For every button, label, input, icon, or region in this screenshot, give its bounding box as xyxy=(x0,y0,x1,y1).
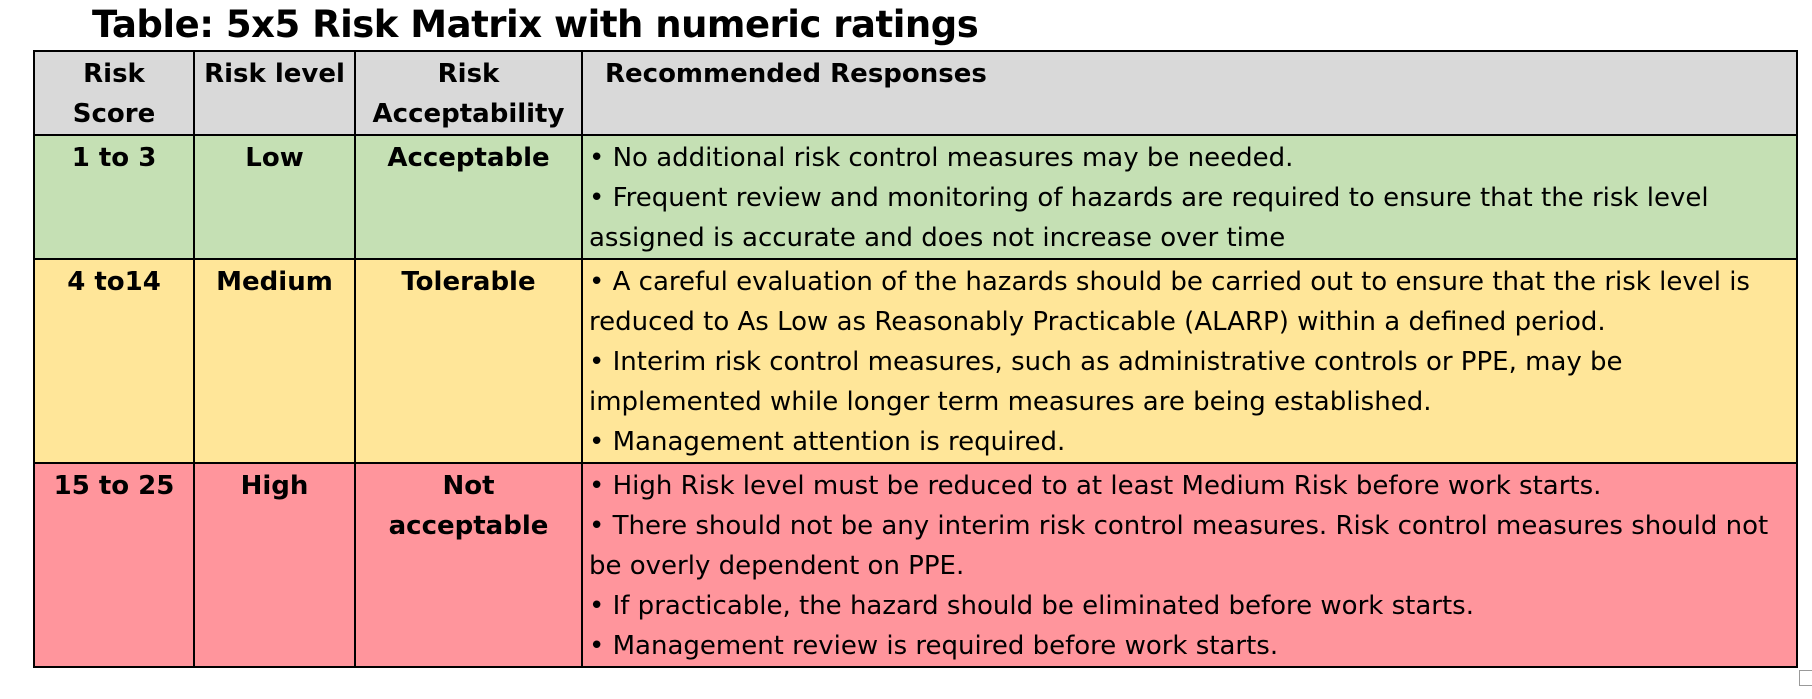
table-header-row: Risk Score Risk level Risk Acceptability… xyxy=(33,50,1798,136)
cell-level: High xyxy=(193,462,356,668)
table-row-low: 1 to 3 Low Acceptable • No additional ri… xyxy=(33,134,1798,260)
response-item: • Management review is required before w… xyxy=(589,631,1279,661)
header-risk-acceptability: Risk Acceptability xyxy=(354,50,583,136)
cell-score: 4 to14 xyxy=(33,258,195,464)
cell-acceptability: Tolerable xyxy=(354,258,583,464)
header-risk-level: Risk level xyxy=(193,50,356,136)
cell-level: Low xyxy=(193,134,356,260)
cell-level: Medium xyxy=(193,258,356,464)
cell-score: 1 to 3 xyxy=(33,134,195,260)
response-item: • High Risk level must be reduced to at … xyxy=(589,471,1602,501)
cell-responses: • No additional risk control measures ma… xyxy=(581,134,1798,260)
header-risk-score: Risk Score xyxy=(33,50,195,136)
page-title: Table: 5x5 Risk Matrix with numeric rati… xyxy=(92,3,979,46)
response-item: • Management attention is required. xyxy=(589,427,1066,457)
header-recommended-responses: Recommended Responses xyxy=(581,50,1798,136)
table-row-high: 15 to 25 High Not acceptable • High Risk… xyxy=(33,462,1798,668)
response-item: • There should not be any interim risk c… xyxy=(589,511,1769,581)
table-row-medium: 4 to14 Medium Tolerable • A careful eval… xyxy=(33,258,1798,464)
response-item: • Interim risk control measures, such as… xyxy=(589,347,1623,417)
resize-handle[interactable] xyxy=(1799,670,1812,686)
risk-matrix-table: Risk Score Risk level Risk Acceptability… xyxy=(33,50,1798,668)
response-item: • A careful evaluation of the hazards sh… xyxy=(589,267,1750,337)
cell-acceptability: Acceptable xyxy=(354,134,583,260)
response-item: • If practicable, the hazard should be e… xyxy=(589,591,1474,621)
cell-acceptability: Not acceptable xyxy=(354,462,583,668)
response-item: • Frequent review and monitoring of haza… xyxy=(589,183,1709,253)
cell-score: 15 to 25 xyxy=(33,462,195,668)
response-item: • No additional risk control measures ma… xyxy=(589,143,1294,173)
cell-responses: • A careful evaluation of the hazards sh… xyxy=(581,258,1798,464)
cell-responses: • High Risk level must be reduced to at … xyxy=(581,462,1798,668)
